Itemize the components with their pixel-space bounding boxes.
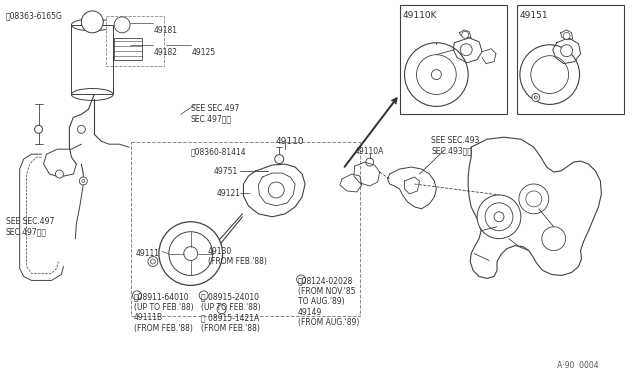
Text: 49125: 49125	[192, 48, 216, 57]
Circle shape	[159, 222, 223, 285]
Text: 49111: 49111	[136, 248, 160, 257]
Circle shape	[275, 155, 284, 164]
Circle shape	[169, 232, 212, 275]
Text: Ⓐ08124-02028
(FROM NOV.'85
TO AUG.'89)
49149
(FROM AUG.'89): Ⓐ08124-02028 (FROM NOV.'85 TO AUG.'89) 4…	[298, 276, 360, 327]
Text: 49110A: 49110A	[355, 147, 384, 156]
Circle shape	[534, 96, 538, 99]
Text: A·90  0004: A·90 0004	[557, 361, 598, 370]
Circle shape	[35, 125, 42, 133]
Circle shape	[79, 177, 87, 185]
Circle shape	[477, 195, 521, 239]
Circle shape	[81, 11, 103, 33]
Text: Ⓢ08363-6165G: Ⓢ08363-6165G	[6, 11, 63, 20]
Circle shape	[541, 227, 566, 251]
Text: Ⓡ 08915-24010
(UP TO FEB.'88)
Ⓡ 08915-1421A
(FROM FEB.'88): Ⓡ 08915-24010 (UP TO FEB.'88) Ⓡ 08915-14…	[201, 292, 260, 333]
Circle shape	[296, 275, 305, 284]
Circle shape	[184, 247, 198, 260]
Ellipse shape	[72, 19, 113, 31]
Circle shape	[56, 170, 63, 178]
Circle shape	[563, 32, 570, 39]
Circle shape	[520, 45, 580, 105]
Circle shape	[519, 184, 548, 214]
Circle shape	[268, 182, 284, 198]
Circle shape	[148, 257, 158, 266]
Text: 49751: 49751	[214, 167, 238, 176]
Circle shape	[77, 125, 85, 133]
Bar	[114, 38, 142, 60]
Circle shape	[150, 259, 156, 264]
Circle shape	[217, 305, 226, 314]
Circle shape	[82, 180, 85, 183]
Circle shape	[199, 291, 208, 300]
Circle shape	[485, 203, 513, 231]
Text: 49130
(FROM FEB.'88): 49130 (FROM FEB.'88)	[207, 247, 266, 266]
Bar	[517, 5, 624, 114]
Ellipse shape	[72, 89, 113, 100]
Circle shape	[461, 31, 468, 38]
Text: 49110K: 49110K	[403, 11, 437, 20]
Bar	[131, 142, 360, 316]
Circle shape	[132, 291, 141, 300]
Circle shape	[365, 158, 374, 166]
Text: Ⓢ08911-64010
(UP TO FEB.'88)
49111B
(FROM FEB.'88): Ⓢ08911-64010 (UP TO FEB.'88) 49111B (FRO…	[134, 292, 194, 333]
Circle shape	[494, 212, 504, 222]
Circle shape	[404, 43, 468, 106]
Circle shape	[526, 191, 541, 207]
Ellipse shape	[81, 18, 103, 26]
Text: 49151: 49151	[520, 11, 548, 20]
Circle shape	[532, 93, 540, 102]
Text: 49110: 49110	[275, 137, 304, 146]
Bar	[106, 16, 164, 65]
Bar	[399, 5, 507, 114]
Circle shape	[531, 56, 568, 93]
Text: SEE SEC.497
SEC.497参照: SEE SEC.497 SEC.497参照	[191, 105, 239, 124]
Circle shape	[114, 17, 130, 33]
Text: 49181: 49181	[154, 26, 178, 35]
Circle shape	[561, 45, 573, 57]
Text: 49182: 49182	[154, 48, 178, 57]
Text: 49121: 49121	[216, 189, 241, 198]
Circle shape	[431, 70, 442, 80]
Text: SEE SEC.497
SEC.497参照: SEE SEC.497 SEC.497参照	[6, 217, 54, 236]
Circle shape	[417, 55, 456, 94]
Circle shape	[460, 44, 472, 56]
Text: Ⓢ08360-81414: Ⓢ08360-81414	[191, 147, 246, 156]
Text: SEE SEC.493
SEC.493参照: SEE SEC.493 SEC.493参照	[431, 136, 480, 155]
